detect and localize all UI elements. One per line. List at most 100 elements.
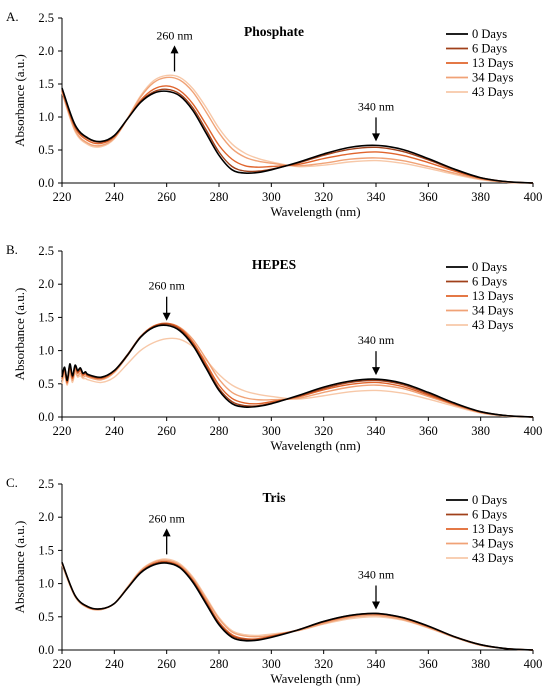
x-tick-label: 340: [367, 424, 386, 438]
x-axis-title: Wavelength (nm): [270, 438, 360, 453]
legend-label: 13 Days: [472, 56, 513, 70]
y-tick-label: 1.5: [38, 77, 54, 91]
series-line-6-days: [61, 561, 534, 651]
series-line-0-days: [61, 87, 534, 184]
x-tick-label: 280: [210, 424, 229, 438]
series-line-34-days: [61, 559, 534, 651]
y-tick-label: 0.5: [38, 610, 54, 624]
y-tick-label: 0.0: [38, 176, 54, 190]
x-tick-label: 360: [419, 657, 438, 671]
series-line-43-days: [61, 558, 534, 651]
x-tick-label: 320: [314, 424, 333, 438]
x-tick-label: 340: [367, 657, 386, 671]
legend-label: 43 Days: [472, 85, 513, 99]
annotation-label: 340 nm: [358, 333, 395, 347]
y-tick-label: 2.0: [38, 510, 54, 524]
annotation-arrow-head: [372, 367, 380, 376]
panel-label: A.: [6, 9, 19, 24]
x-tick-label: 220: [53, 657, 72, 671]
legend-label: 34 Days: [472, 304, 513, 318]
x-tick-label: 380: [471, 657, 490, 671]
y-tick-label: 2.0: [38, 44, 54, 58]
y-tick-label: 0.0: [38, 643, 54, 657]
x-tick-label: 320: [314, 190, 333, 204]
chart-panel-3: C. 0.0 0.5 1.0 1.5 2.0 2.5 220 240 260 280 300 320 34…: [6, 475, 542, 686]
y-axis-title: Absorbance (a.u.): [12, 521, 27, 614]
panel-label: C.: [6, 475, 18, 490]
x-tick-label: 360: [419, 190, 438, 204]
chart-panel-1: A. 0.0 0.5 1.0 1.5 2.0 2.5 220 240 260 280 300 320 34…: [6, 9, 542, 219]
y-axis-title: Absorbance (a.u.): [12, 54, 27, 147]
series-line-6-days: [61, 88, 534, 184]
x-tick-label: 300: [262, 424, 281, 438]
series-line-13-days: [61, 560, 534, 651]
x-tick-label: 280: [210, 190, 229, 204]
x-tick-label: 280: [210, 657, 229, 671]
legend-label: 6 Days: [472, 42, 507, 56]
y-tick-label: 2.5: [38, 477, 54, 491]
x-tick-label: 220: [53, 424, 72, 438]
x-tick-label: 260: [157, 424, 176, 438]
x-tick-label: 360: [419, 424, 438, 438]
panel-label: B.: [6, 242, 18, 257]
series-line-13-days: [61, 322, 534, 418]
legend-label: 34 Days: [472, 537, 513, 551]
y-tick-label: 1.5: [38, 310, 54, 324]
x-tick-label: 340: [367, 190, 386, 204]
annotation-label: 260 nm: [148, 279, 185, 293]
legend-label: 0 Days: [472, 260, 507, 274]
x-tick-label: 260: [157, 190, 176, 204]
x-tick-label: 380: [471, 190, 490, 204]
chart-title: Phosphate: [244, 24, 304, 39]
chart-panel-2: B. 0.0 0.5 1.0 1.5 2.0 2.5 220 240 260 280 300 320 34…: [6, 242, 542, 453]
x-tick-label: 320: [314, 657, 333, 671]
x-axis-title: Wavelength (nm): [270, 671, 360, 686]
y-tick-label: 2.5: [38, 244, 54, 258]
annotation-label: 340 nm: [358, 99, 395, 113]
y-tick-label: 2.5: [38, 11, 54, 25]
y-tick-label: 0.5: [38, 143, 54, 157]
y-tick-label: 1.0: [38, 577, 54, 591]
legend-label: 0 Days: [472, 493, 507, 507]
x-tick-label: 220: [53, 190, 72, 204]
y-tick-label: 0.0: [38, 410, 54, 424]
y-tick-label: 0.5: [38, 377, 54, 391]
x-tick-label: 300: [262, 657, 281, 671]
x-tick-label: 240: [105, 657, 124, 671]
x-tick-label: 300: [262, 190, 281, 204]
x-axis-title: Wavelength (nm): [270, 204, 360, 219]
annotation-arrow-head: [372, 133, 380, 142]
y-tick-label: 2.0: [38, 277, 54, 291]
legend-label: 13 Days: [472, 522, 513, 536]
x-tick-label: 400: [524, 190, 543, 204]
x-tick-label: 380: [471, 424, 490, 438]
legend-label: 0 Days: [472, 27, 507, 41]
annotation-label: 260 nm: [156, 28, 193, 42]
legend-label: 43 Days: [472, 318, 513, 332]
series-line-0-days: [61, 324, 534, 418]
annotation-arrow-head: [162, 528, 171, 537]
annotation-label: 260 nm: [148, 511, 185, 525]
series-line-13-days: [61, 85, 534, 184]
annotation-arrow-head: [162, 312, 171, 321]
x-tick-label: 400: [524, 657, 543, 671]
y-tick-label: 1.5: [38, 543, 54, 557]
legend-label: 6 Days: [472, 508, 507, 522]
legend-label: 6 Days: [472, 275, 507, 289]
series-line-34-days: [61, 322, 534, 418]
annotation-label: 340 nm: [358, 567, 395, 581]
legend-label: 34 Days: [472, 71, 513, 85]
x-tick-label: 240: [105, 424, 124, 438]
x-tick-label: 240: [105, 190, 124, 204]
y-axis-title: Absorbance (a.u.): [12, 288, 27, 381]
series-line-6-days: [61, 323, 534, 418]
legend-label: 13 Days: [472, 289, 513, 303]
series-line-0-days: [61, 562, 534, 651]
annotation-arrow-head: [372, 601, 380, 610]
chart-title: HEPES: [252, 257, 296, 272]
x-tick-label: 400: [524, 424, 543, 438]
y-tick-label: 1.0: [38, 110, 54, 124]
x-tick-label: 260: [157, 657, 176, 671]
chart-title: Tris: [263, 490, 286, 505]
